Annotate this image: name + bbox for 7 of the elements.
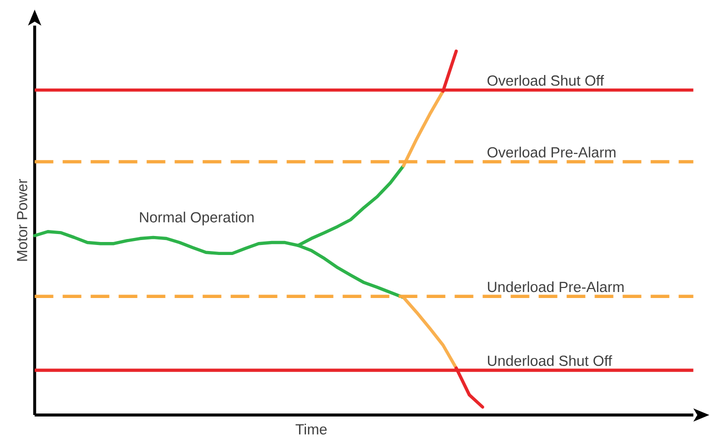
- x-axis-title: Time: [296, 424, 327, 434]
- y-axis-title: Motor Power: [17, 179, 28, 261]
- ref-line-label: Underload Shut Off: [488, 355, 612, 366]
- ref-line-label: Overload Pre-Alarm: [488, 146, 616, 158]
- annotation: Normal Operation: [140, 212, 254, 226]
- ref-line-label: Underload Pre-Alarm: [488, 281, 624, 292]
- ref-line-label: Overload Shut Off: [488, 75, 604, 86]
